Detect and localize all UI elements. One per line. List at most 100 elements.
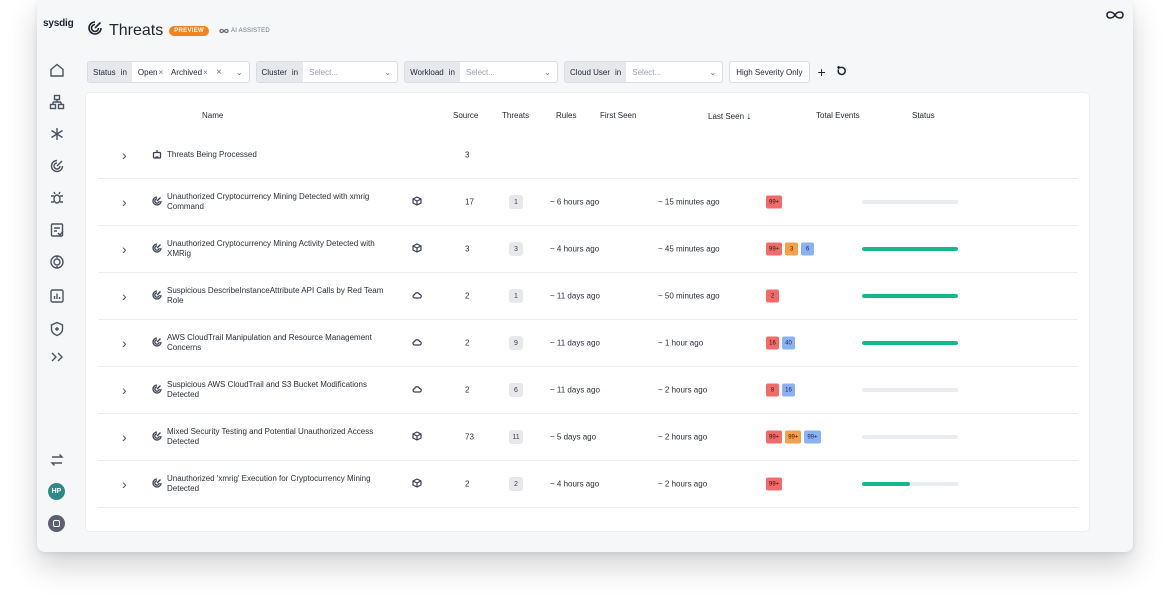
col-rules[interactable]: Rules — [556, 111, 577, 120]
threat-name[interactable]: Threats Being Processed — [167, 150, 257, 159]
chevron-down-icon: ⌄ — [544, 67, 551, 77]
rules-badge: 9 — [509, 336, 523, 350]
col-source[interactable]: Source — [453, 111, 479, 120]
robot-icon — [152, 149, 162, 161]
col-status[interactable]: Status — [912, 111, 935, 120]
processing-row[interactable]: › Threats Being Processed 3 — [98, 132, 1078, 179]
threat-count: 2 — [465, 479, 470, 489]
shield-icon[interactable] — [48, 320, 66, 338]
compliance-icon[interactable] — [48, 253, 66, 271]
threat-name[interactable]: Unauthorized Cryptocurrency Mining Detec… — [167, 192, 370, 211]
inventory-icon[interactable] — [48, 93, 66, 111]
cloud-user-filter[interactable]: Cloud User in Select... ⌄ — [564, 61, 724, 83]
table-row[interactable]: › Mixed Security Testing and Potential Un… — [98, 414, 1078, 461]
status-progress-bar — [862, 341, 958, 345]
expand-chevron-icon[interactable]: › — [122, 335, 127, 351]
event-badge-red: 99+ — [766, 477, 783, 491]
chip-archived[interactable]: Archived× — [170, 67, 208, 77]
preview-badge: PREVIEW — [169, 25, 210, 36]
threat-count: 2 — [465, 385, 470, 395]
reset-filters-icon[interactable] — [836, 63, 846, 81]
expand-chevron-icon[interactable]: › — [122, 288, 127, 304]
expand-chevron-icon[interactable]: › — [122, 476, 127, 492]
clear-filter-icon[interactable]: × — [215, 66, 222, 78]
last-seen: ~ 2 hours ago — [658, 385, 708, 395]
status-progress-bar — [862, 247, 958, 251]
chevron-down-icon: ⌄ — [384, 67, 392, 77]
integrations-icon[interactable] — [48, 125, 66, 143]
threat-icon — [152, 384, 162, 396]
sidebar: sysdig H — [37, 0, 77, 552]
col-first-seen[interactable]: First Seen — [600, 111, 637, 120]
policies-icon[interactable] — [48, 221, 66, 239]
threat-count: 73 — [465, 432, 474, 442]
last-seen: ~ 1 hour ago — [658, 338, 704, 348]
table-row[interactable]: › Unauthorized Cryptocurrency Mining Dete… — [98, 179, 1078, 226]
home-icon[interactable] — [48, 61, 66, 79]
threat-name[interactable]: AWS CloudTrail Manipulation and Resource… — [167, 333, 372, 352]
event-badge-red: 2 — [766, 289, 779, 303]
brand-logo[interactable]: sysdig — [43, 18, 74, 29]
total-events: 2 — [766, 289, 779, 303]
workload-filter[interactable]: Workload in Select... ⌄ — [404, 61, 558, 83]
threat-name[interactable]: Suspicious DescribeInstanceAttribute API… — [167, 286, 384, 305]
status-progress-fill — [862, 247, 958, 251]
threat-count: 17 — [465, 197, 474, 207]
reports-icon[interactable] — [48, 287, 66, 305]
table-row[interactable]: › Suspicious DescribeInstanceAttribute AP… — [98, 273, 1078, 320]
table-row[interactable]: › AWS CloudTrail Manipulation and Resourc… — [98, 320, 1078, 367]
first-seen: ~ 11 days ago — [550, 338, 600, 348]
threats-nav-icon[interactable] — [48, 157, 66, 175]
first-seen: ~ 6 hours ago — [550, 197, 600, 207]
chevron-down-icon: ⌄ — [709, 67, 717, 77]
rules-badge: 1 — [509, 195, 523, 209]
table-row[interactable]: › Unauthorized 'xmrig' Execution for Cryp… — [98, 461, 1078, 508]
filter-bar: Status in Open× Archived× × ⌄ Cluster in S… — [87, 61, 846, 83]
expand-sidebar-icon[interactable] — [48, 348, 66, 366]
threat-name[interactable]: Mixed Security Testing and Potential Una… — [167, 427, 374, 446]
page-title: Threats — [109, 21, 164, 39]
threat-count: 3 — [465, 150, 470, 160]
expand-chevron-icon[interactable]: › — [122, 147, 127, 163]
chevron-down-icon[interactable]: ⌄ — [235, 67, 243, 77]
expand-chevron-icon[interactable]: › — [122, 382, 127, 398]
status-progress-bar — [862, 200, 958, 204]
avatar[interactable]: HP — [48, 483, 65, 500]
ai-infinity-icon[interactable] — [1105, 8, 1125, 26]
rules-badge: 2 — [509, 477, 523, 491]
chip-open[interactable]: Open× — [137, 67, 164, 77]
table-row[interactable]: › Suspicious AWS CloudTrail and S3 Bucket… — [98, 367, 1078, 414]
vulnerabilities-icon[interactable] — [48, 189, 66, 207]
event-badge-orange: 99+ — [785, 430, 802, 444]
rules-badge: 11 — [509, 430, 523, 444]
expand-chevron-icon[interactable]: › — [122, 241, 127, 257]
threat-count: 2 — [465, 291, 470, 301]
table-row[interactable]: › Unauthorized Cryptocurrency Mining Acti… — [98, 226, 1078, 273]
infinity-icon — [219, 28, 229, 33]
status-progress-bar — [862, 435, 958, 439]
threat-name[interactable]: Unauthorized Cryptocurrency Mining Activ… — [167, 239, 375, 258]
add-filter-button[interactable]: + — [817, 64, 826, 80]
event-badge-red: 99+ — [766, 242, 783, 256]
switch-icon[interactable] — [48, 451, 66, 469]
status-progress-fill — [862, 482, 910, 486]
expand-chevron-icon[interactable]: › — [122, 194, 127, 210]
threat-name[interactable]: Unauthorized 'xmrig' Execution for Crypt… — [167, 474, 371, 493]
event-badge-blue: 99+ — [804, 430, 821, 444]
col-last-seen[interactable]: Last Seen ↓ — [708, 111, 752, 122]
col-name[interactable]: Name — [202, 111, 224, 120]
threat-icon — [152, 243, 162, 255]
expand-chevron-icon[interactable]: › — [122, 429, 127, 445]
high-severity-toggle[interactable]: High Severity Only — [729, 61, 810, 83]
help-icon[interactable] — [48, 515, 65, 532]
last-seen: ~ 2 hours ago — [658, 479, 708, 489]
col-total-events[interactable]: Total Events — [816, 111, 860, 120]
total-events: 99+ 99+ 99+ — [766, 430, 821, 444]
threat-icon — [152, 337, 162, 349]
cluster-filter[interactable]: Cluster in Select... ⌄ — [255, 61, 399, 83]
app-window: sysdig H — [37, 0, 1133, 552]
status-filter[interactable]: Status in Open× Archived× × ⌄ — [87, 61, 250, 83]
threat-name[interactable]: Suspicious AWS CloudTrail and S3 Bucket … — [167, 380, 367, 399]
total-events: 8 16 — [766, 383, 795, 397]
col-threats[interactable]: Threats — [502, 111, 530, 120]
